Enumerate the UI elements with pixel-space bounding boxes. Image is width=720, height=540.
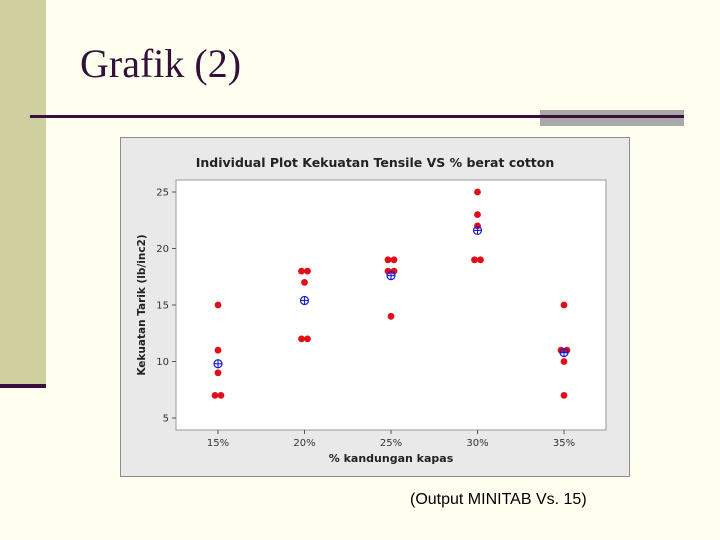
data-point (211, 392, 219, 399)
data-point (560, 392, 568, 399)
data-point (384, 267, 392, 275)
x-tick-label: 35% (553, 438, 575, 449)
mean-marker (213, 359, 223, 369)
data-point (560, 301, 568, 309)
data-point (477, 256, 484, 264)
mean-marker (299, 295, 310, 306)
data-point (214, 369, 222, 377)
data-point (214, 301, 222, 309)
data-point (471, 256, 478, 264)
data-point (474, 211, 481, 218)
data-point (217, 392, 225, 399)
side-accent-bar (0, 0, 46, 388)
y-tick-label: 25 (156, 188, 169, 199)
individual-value-plot: Individual Plot Kekuatan Tensile VS % be… (136, 155, 607, 465)
y-tick-label: 15 (156, 301, 169, 312)
y-tick-label: 5 (163, 414, 169, 425)
data-point (384, 256, 392, 264)
x-tick-label: 15% (207, 438, 229, 449)
slide-title: Grafik (2) (80, 41, 242, 86)
chart-frame: Individual Plot Kekuatan Tensile VS % be… (120, 137, 630, 477)
data-point (298, 267, 305, 275)
data-point (214, 346, 222, 354)
y-axis-label: Kekuatan Tarik (lb/inc2) (136, 234, 148, 375)
y-tick-label: 10 (156, 357, 169, 368)
x-tick-label: 25% (380, 438, 402, 449)
data-point (301, 279, 308, 286)
title-rule-accent (540, 110, 684, 126)
data-point (560, 358, 568, 365)
x-tick-label: 20% (293, 438, 315, 449)
chart-title: Individual Plot Kekuatan Tensile VS % be… (196, 155, 555, 170)
x-axis-label: % kandungan kapas (329, 452, 454, 465)
data-point (304, 335, 311, 343)
mean-marker (386, 271, 396, 281)
data-point (387, 312, 395, 320)
title-rule (30, 115, 684, 118)
data-point (298, 335, 305, 343)
y-tick-label: 20 (156, 244, 169, 255)
x-tick-label: 30% (466, 438, 488, 449)
mean-marker (472, 225, 483, 236)
data-point (390, 256, 398, 264)
data-point (474, 188, 481, 196)
data-point (304, 267, 311, 275)
data-point (390, 267, 398, 275)
mean-marker (559, 347, 569, 358)
plot-area (175, 179, 607, 431)
caption: (Output MINITAB Vs. 15) (410, 491, 587, 508)
